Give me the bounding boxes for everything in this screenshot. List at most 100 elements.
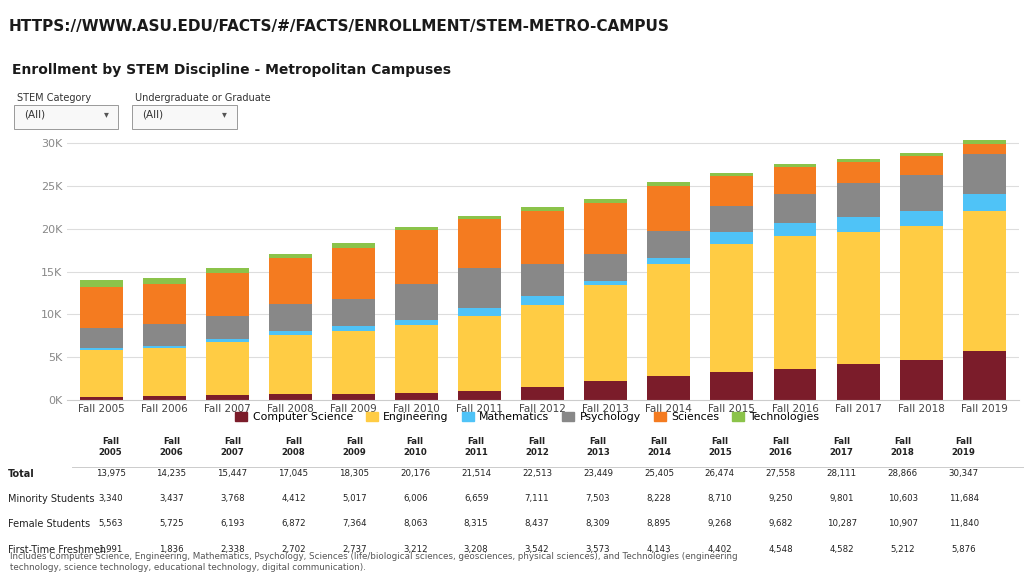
Bar xyxy=(963,194,1006,211)
Text: 3,573: 3,573 xyxy=(586,545,610,554)
Text: 5,212: 5,212 xyxy=(890,545,915,554)
Bar xyxy=(332,327,375,331)
Bar xyxy=(332,248,375,299)
Text: 8,309: 8,309 xyxy=(586,520,610,528)
Bar xyxy=(458,268,501,309)
Bar xyxy=(395,230,438,285)
Bar xyxy=(521,388,564,400)
Text: 28,866: 28,866 xyxy=(888,469,918,478)
Bar xyxy=(269,335,312,395)
Bar xyxy=(332,299,375,327)
Bar xyxy=(269,254,312,258)
Text: Fall
2008: Fall 2008 xyxy=(282,437,305,457)
Bar xyxy=(269,331,312,335)
Text: 8,315: 8,315 xyxy=(464,520,488,528)
Bar xyxy=(521,264,564,295)
Text: Fall
2015: Fall 2015 xyxy=(708,437,732,457)
Text: 7,364: 7,364 xyxy=(342,520,367,528)
Bar xyxy=(458,309,501,316)
Text: 2,338: 2,338 xyxy=(220,545,245,554)
Text: ▾: ▾ xyxy=(222,109,227,119)
Bar xyxy=(647,231,690,258)
Bar xyxy=(206,342,249,395)
Bar xyxy=(711,206,754,232)
Bar xyxy=(585,285,628,381)
Text: (All): (All) xyxy=(142,109,163,119)
Text: 7,503: 7,503 xyxy=(586,494,610,503)
Bar xyxy=(80,350,123,397)
Bar xyxy=(143,278,185,284)
Text: Female Students: Female Students xyxy=(8,520,90,529)
Bar xyxy=(647,264,690,376)
Text: Fall
2014: Fall 2014 xyxy=(647,437,671,457)
Text: Fall
2007: Fall 2007 xyxy=(220,437,245,457)
Bar xyxy=(206,273,249,316)
Text: 14,235: 14,235 xyxy=(157,469,186,478)
Bar xyxy=(458,316,501,391)
Bar xyxy=(773,164,816,167)
Text: Fall
2016: Fall 2016 xyxy=(769,437,793,457)
Bar xyxy=(647,376,690,400)
Text: 9,250: 9,250 xyxy=(769,494,793,503)
Text: First-Time Freshmen: First-Time Freshmen xyxy=(8,545,106,555)
Text: 1,836: 1,836 xyxy=(159,545,184,554)
Text: STEM Category: STEM Category xyxy=(16,93,91,103)
Bar xyxy=(773,223,816,236)
Text: 2,737: 2,737 xyxy=(342,545,367,554)
Text: Fall
2010: Fall 2010 xyxy=(403,437,427,457)
Bar xyxy=(521,305,564,388)
Bar xyxy=(963,143,1006,154)
Text: 11,840: 11,840 xyxy=(948,520,979,528)
Bar xyxy=(80,281,123,287)
Text: 8,063: 8,063 xyxy=(402,520,428,528)
Bar xyxy=(711,173,754,176)
Text: 7,111: 7,111 xyxy=(524,494,550,503)
Text: 8,710: 8,710 xyxy=(708,494,732,503)
Bar xyxy=(837,159,880,162)
Bar xyxy=(395,320,438,325)
Text: 10,907: 10,907 xyxy=(888,520,918,528)
Text: 26,474: 26,474 xyxy=(705,469,735,478)
Text: 9,801: 9,801 xyxy=(829,494,854,503)
Text: 20,176: 20,176 xyxy=(400,469,430,478)
Legend: Computer Science, Engineering, Mathematics, Psychology, Sciences, Technologies: Computer Science, Engineering, Mathemati… xyxy=(231,408,823,427)
Text: Fall
2006: Fall 2006 xyxy=(160,437,183,457)
Text: 22,513: 22,513 xyxy=(522,469,552,478)
Text: 8,228: 8,228 xyxy=(646,494,672,503)
Text: 9,268: 9,268 xyxy=(708,520,732,528)
Bar xyxy=(837,364,880,400)
Text: 6,659: 6,659 xyxy=(464,494,488,503)
Bar xyxy=(585,199,628,203)
Bar xyxy=(900,360,942,400)
Bar xyxy=(773,194,816,223)
Bar xyxy=(269,395,312,400)
Bar xyxy=(837,232,880,364)
Bar xyxy=(206,339,249,342)
Text: 2,702: 2,702 xyxy=(281,545,306,554)
Text: 5,563: 5,563 xyxy=(98,520,123,528)
Text: 1,991: 1,991 xyxy=(98,545,123,554)
Bar xyxy=(143,324,185,346)
Bar xyxy=(837,162,880,183)
Bar xyxy=(647,185,690,231)
Text: 4,412: 4,412 xyxy=(281,494,306,503)
Text: Fall
2018: Fall 2018 xyxy=(891,437,914,457)
Text: Minority Students: Minority Students xyxy=(8,494,94,504)
Bar xyxy=(332,395,375,400)
Bar xyxy=(963,351,1006,400)
Bar xyxy=(206,395,249,400)
Bar xyxy=(711,232,754,244)
Text: 5,017: 5,017 xyxy=(342,494,367,503)
Text: 5,876: 5,876 xyxy=(951,545,976,554)
Text: 4,402: 4,402 xyxy=(708,545,732,554)
Text: 8,437: 8,437 xyxy=(524,520,550,528)
Text: 28,111: 28,111 xyxy=(826,469,857,478)
Bar xyxy=(269,258,312,304)
Bar xyxy=(900,226,942,360)
Text: HTTPS://WWW.ASU.EDU/FACTS/#/FACTS/ENROLLMENT/STEM-METRO-CAMPUS: HTTPS://WWW.ASU.EDU/FACTS/#/FACTS/ENROLL… xyxy=(8,19,669,34)
Text: 23,449: 23,449 xyxy=(583,469,613,478)
Text: Fall
2005: Fall 2005 xyxy=(98,437,123,457)
Bar xyxy=(711,372,754,400)
Bar xyxy=(900,153,942,156)
Text: ▾: ▾ xyxy=(104,109,110,119)
